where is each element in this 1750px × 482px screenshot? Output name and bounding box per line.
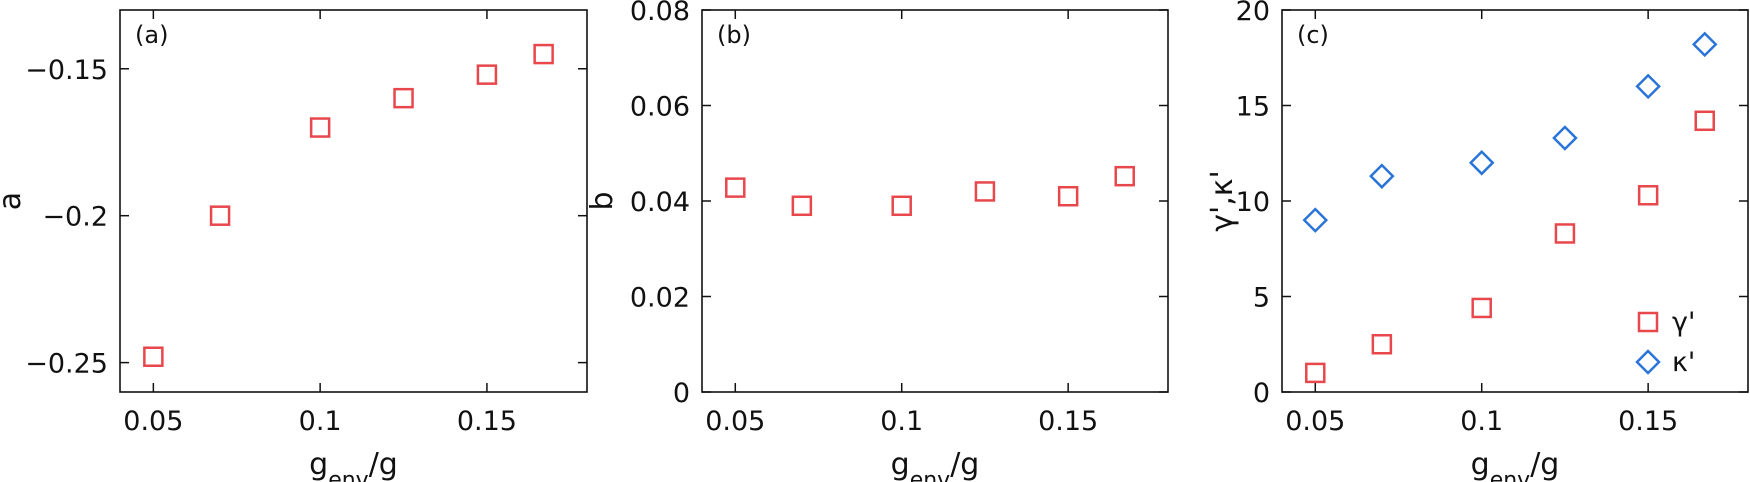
square-marker — [1057, 185, 1079, 207]
plot-frame — [119, 9, 588, 393]
y-tick-label: −0.2 — [42, 202, 108, 233]
square-marker — [725, 177, 746, 198]
square-marker — [476, 64, 498, 85]
square-marker — [1371, 334, 1393, 355]
x-axis-label: genv/g — [309, 447, 398, 482]
y-tick-label: 5 — [1253, 283, 1270, 314]
y-axis-label: b — [585, 191, 620, 210]
y-axis-label: γ',κ' — [1205, 170, 1240, 231]
square-marker — [891, 195, 912, 217]
y-tick-label: 0.08 — [630, 0, 690, 27]
square-marker — [1114, 165, 1135, 187]
panel-label: (b) — [717, 21, 751, 49]
legend: γ' κ' — [1635, 307, 1695, 378]
x-tick-label: 0.15 — [457, 406, 517, 437]
diamond-marker — [1691, 31, 1718, 58]
x-axis-label: genv/g — [891, 447, 980, 482]
square-marker — [791, 195, 813, 217]
square-marker — [533, 43, 554, 65]
legend-label: κ' — [1672, 347, 1695, 378]
diamond-marker — [1302, 207, 1329, 233]
x-tick-label: 0.05 — [1285, 406, 1345, 437]
x-tick-label: 0.05 — [123, 406, 183, 437]
diamond-marker — [1468, 150, 1495, 176]
y-tick-label: 0 — [1253, 378, 1270, 409]
y-tick-label: 0.02 — [630, 283, 690, 314]
plot-frame — [701, 9, 1169, 393]
legend-diamond-marker — [1635, 349, 1661, 375]
chart-panel-1: 0.05 0.1 0.15 −0.25 −0.2 −0.15 genv/g a (a) — [0, 9, 588, 482]
y-tick-label: 0.04 — [630, 187, 690, 218]
y-tick-label: −0.15 — [25, 55, 108, 86]
y-tick-label: 20 — [1236, 0, 1270, 27]
square-marker — [209, 205, 231, 226]
x-tick-label: 0.05 — [705, 406, 765, 437]
y-axis-label: a — [0, 192, 28, 210]
legend-square-marker — [1637, 311, 1659, 333]
chart-panel-2: 0.05 0.1 0.15 0 0.02 0.04 0.06 0.08 genv/g b (b) — [585, 0, 1169, 482]
panel-label: (a) — [135, 21, 168, 49]
y-tick-label: 0 — [673, 378, 690, 409]
square-marker — [1694, 110, 1715, 132]
square-marker — [309, 117, 331, 138]
x-tick-label: 0.1 — [299, 406, 342, 437]
y-tick-label: 10 — [1236, 187, 1270, 218]
x-tick-label: 0.1 — [1460, 406, 1503, 437]
square-marker — [1305, 362, 1326, 384]
x-axis-label: genv/g — [1471, 447, 1560, 482]
x-tick-label: 0.15 — [1038, 406, 1098, 437]
square-marker — [974, 181, 996, 202]
y-tick-label: 15 — [1236, 92, 1270, 123]
square-marker — [1637, 185, 1659, 206]
chart-panel-3: 0.05 0.1 0.15 0 5 10 15 20 genv/g γ',κ' (c) γ' κ' — [1205, 0, 1749, 482]
panel-label: (c) — [1297, 21, 1329, 49]
y-tick-label: −0.25 — [25, 349, 108, 380]
x-tick-label: 0.1 — [880, 406, 923, 437]
x-tick-label: 0.15 — [1618, 406, 1678, 437]
square-marker — [143, 346, 164, 367]
y-tick-label: 0.06 — [630, 92, 690, 123]
diamond-marker — [1369, 163, 1395, 189]
square-marker — [393, 87, 414, 109]
square-marker — [1471, 297, 1492, 319]
legend-label: γ' — [1672, 307, 1695, 338]
square-marker — [1554, 223, 1576, 244]
diamond-marker — [1552, 125, 1578, 151]
diamond-marker — [1635, 73, 1661, 100]
